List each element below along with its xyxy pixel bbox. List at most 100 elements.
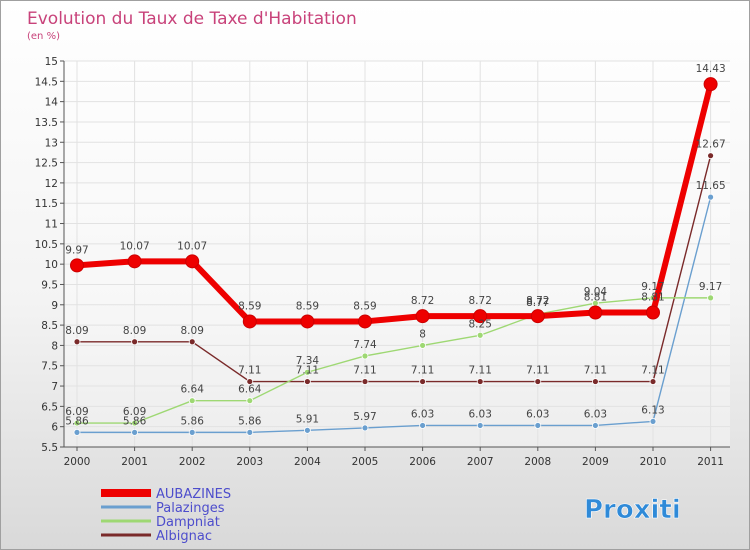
data-point-palazinges <box>246 428 254 436</box>
data-label-albignac: 7.11 <box>238 365 261 377</box>
data-point-aubazines <box>242 314 257 329</box>
y-tick-label: 15 <box>45 56 58 68</box>
data-label-albignac: 8.09 <box>123 325 146 337</box>
legend-label-palazinges: Palazinges <box>156 501 225 516</box>
data-label-aubazines: 8.59 <box>353 300 376 312</box>
y-tick-label: 13 <box>45 137 58 149</box>
data-point-palazinges <box>303 426 311 434</box>
data-label-palazinges: 6.03 <box>526 408 549 420</box>
data-point-albignac <box>303 378 311 385</box>
chart-title: Evolution du Taux de Taxe d'Habitation <box>27 9 357 29</box>
data-point-albignac <box>361 378 369 385</box>
data-label-aubazines: 8.72 <box>411 295 434 307</box>
y-tick-label: 10 <box>45 259 58 271</box>
legend-swatch-aubazines <box>101 489 151 497</box>
data-point-aubazines <box>415 309 430 324</box>
data-point-aubazines <box>185 254 200 269</box>
data-point-palazinges <box>188 428 196 436</box>
y-tick-label: 5.5 <box>41 442 58 454</box>
grid <box>64 60 730 448</box>
x-tick-label: 2005 <box>352 456 379 468</box>
legend-label-dampniat: Dampniat <box>156 515 220 530</box>
data-point-aubazines <box>703 77 718 92</box>
y-tick-label: 8 <box>51 340 58 352</box>
data-point-dampniat <box>361 352 369 360</box>
chart-subtitle: (en %) <box>27 31 60 42</box>
data-label-dampniat: 9.17 <box>641 281 664 293</box>
data-point-albignac <box>188 338 196 346</box>
data-point-palazinges <box>361 424 369 432</box>
x-tick-label: 2011 <box>697 456 724 468</box>
data-label-albignac: 7.11 <box>411 365 434 377</box>
x-tick-label: 2008 <box>524 456 551 468</box>
series-line-aubazines <box>74 81 714 325</box>
y-tick-label: 13.5 <box>35 117 58 129</box>
data-label-dampniat: 8 <box>419 328 426 340</box>
data-point-aubazines <box>300 314 315 329</box>
data-point-dampniat <box>188 397 196 405</box>
data-point-albignac <box>419 378 427 385</box>
data-label-palazinges: 6.03 <box>411 408 434 420</box>
data-point-albignac <box>707 152 714 160</box>
data-point-aubazines <box>588 305 603 320</box>
data-label-palazinges: 5.86 <box>181 415 205 427</box>
data-point-palazinges <box>476 422 484 429</box>
data-label-aubazines: 8.72 <box>469 295 492 307</box>
data-label-aubazines: 14.43 <box>696 63 726 75</box>
data-point-albignac <box>649 378 657 385</box>
data-point-palazinges <box>131 428 139 436</box>
y-tick-label: 8.5 <box>41 320 58 332</box>
data-label-palazinges: 6.03 <box>469 408 492 420</box>
data-label-aubazines: 9.97 <box>65 244 88 256</box>
data-label-aubazines: 8.59 <box>238 300 261 312</box>
data-label-albignac: 7.11 <box>296 365 319 377</box>
legend-swatch-palazinges <box>101 505 151 509</box>
data-label-aubazines: 8.72 <box>526 295 549 307</box>
y-tick-label: 7.5 <box>41 361 58 373</box>
data-point-palazinges <box>707 193 714 201</box>
data-label-albignac: 7.11 <box>584 365 607 377</box>
data-label-dampniat: 7.34 <box>296 355 320 367</box>
data-labels: 9.97 10.07 10.078.59 8.59 8.59 8.72 8.72 8.72 8.… <box>65 63 725 427</box>
proxiti-logo: Proxiti <box>584 495 681 526</box>
x-tick-label: 2007 <box>467 456 494 468</box>
data-point-albignac <box>73 338 81 346</box>
data-label-dampniat: 8.77 <box>526 297 549 309</box>
y-tick-label: 11.5 <box>35 198 58 210</box>
x-tick-label: 2009 <box>582 456 609 468</box>
data-point-palazinges <box>73 428 81 436</box>
data-point-aubazines <box>530 309 545 324</box>
data-point-aubazines <box>473 309 488 324</box>
data-point-dampniat <box>419 342 427 349</box>
axes: 5.566.577.588.599.51010.51111.51212.5131… <box>35 56 730 468</box>
data-label-dampniat: 9.04 <box>584 286 608 298</box>
data-label-dampniat: 6.64 <box>238 384 262 396</box>
data-point-dampniat <box>707 294 714 302</box>
data-point-dampniat <box>303 368 311 376</box>
data-point-albignac <box>534 378 542 385</box>
data-point-albignac <box>246 378 254 385</box>
y-tick-label: 11 <box>45 219 58 231</box>
x-tick-label: 2003 <box>236 456 263 468</box>
series-line-albignac <box>76 154 712 383</box>
y-tick-label: 7 <box>51 381 58 393</box>
data-label-dampniat: 8.25 <box>469 318 492 330</box>
data-label-albignac: 8.09 <box>181 325 204 337</box>
data-point-dampniat <box>73 419 81 427</box>
plot-area <box>64 61 730 447</box>
y-tick-label: 9 <box>51 300 58 312</box>
y-tick-label: 14 <box>45 97 59 109</box>
data-label-aubazines: 8.81 <box>641 292 664 304</box>
y-tick-label: 9.5 <box>41 279 58 291</box>
data-label-dampniat: 9.17 <box>699 281 722 293</box>
data-point-aubazines <box>127 254 142 269</box>
data-label-aubazines: 8.59 <box>296 300 319 312</box>
series-line-dampniat <box>76 297 712 424</box>
data-point-palazinges <box>534 422 542 429</box>
data-label-aubazines: 8.81 <box>584 292 607 304</box>
data-label-dampniat: 6.09 <box>123 406 146 418</box>
data-label-albignac: 7.11 <box>353 365 376 377</box>
data-label-aubazines: 10.07 <box>177 240 207 252</box>
x-tick-label: 2001 <box>121 456 148 468</box>
